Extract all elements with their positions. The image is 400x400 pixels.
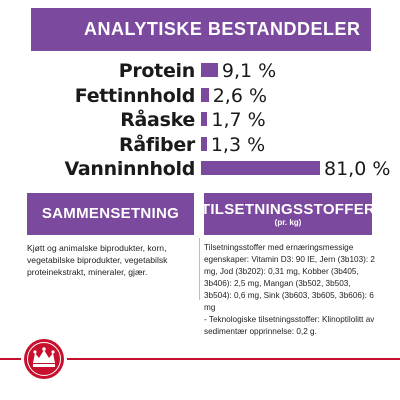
analytics-row-value: 1,7 % — [211, 109, 266, 132]
analytics-header: ANALYTISKE BESTANDDELER — [31, 8, 371, 51]
analytics-row-bar — [201, 136, 207, 151]
footer-line-left — [0, 358, 21, 360]
analytics-row-label: Råaske — [120, 109, 195, 132]
analytics-row-value: 1,3 % — [210, 133, 266, 156]
analytics-row-value: 81,0 % — [324, 158, 391, 181]
analytics-row-bar — [201, 161, 320, 176]
analytics-row-label: Vanninnhold — [64, 158, 196, 181]
analytics-row: Fettinnhold 2,6 % — [0, 84, 400, 108]
analytics-row-label: Råfiber — [119, 133, 195, 156]
composition-header: SAMMENSETNING — [27, 193, 194, 235]
additives-technological-text: - Teknologiske tilsetningsstoffer: Klino… — [204, 315, 375, 336]
analytics-row-value: 9,1 % — [221, 60, 277, 82]
analytics-row-bar — [201, 63, 218, 77]
analytics-row: Råaske 1,7 % — [0, 108, 400, 132]
additives-subtitle: (pr. kg) — [274, 217, 302, 227]
analytics-row-label: Protein — [118, 60, 196, 82]
analytics-row-bar — [201, 112, 208, 127]
analytics-row: Råfiber 1,3 % — [0, 133, 400, 157]
analytics-row-bar — [201, 87, 209, 102]
analytics-title: ANALYTISKE BESTANDDELER — [84, 19, 361, 39]
additives-nutritional-text: Tilsetningsstoffer med ernæringsmessige … — [204, 243, 375, 312]
additives-header: TILSETNINGSSTOFFER (pr. kg) — [200, 193, 376, 235]
analytics-row: Protein 9,1 % — [0, 59, 400, 83]
analytics-row: Vanninnhold 81,0 % — [0, 157, 400, 181]
analytics-row-value: 2,6 % — [212, 84, 267, 107]
additives-title: TILSETNINGSSTOFFER — [200, 200, 376, 218]
additives-text: Tilsetningsstoffer med ernæringsmessige … — [204, 242, 376, 338]
royal-canin-crown-logo-icon — [24, 339, 64, 379]
footer-line-right — [67, 358, 400, 360]
composition-text: Kjøtt og animalske biprodukter, korn, ve… — [27, 243, 168, 277]
analytics-row-label: Fettinnhold — [74, 84, 196, 107]
column-divider — [199, 238, 200, 300]
composition-title: SAMMENSETNING — [41, 205, 180, 222]
